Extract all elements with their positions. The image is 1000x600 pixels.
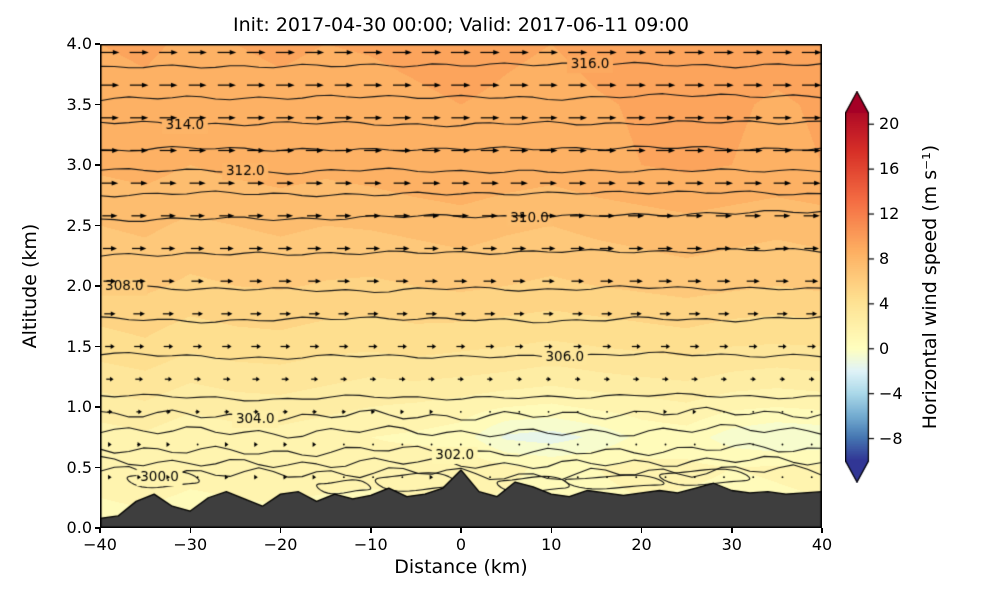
y-tick-label: 1.0 <box>66 397 92 416</box>
y-tick-label: 1.5 <box>66 336 92 356</box>
x-tick-label: 0 <box>455 535 467 554</box>
x-tick-mark <box>189 528 191 533</box>
y-tick-mark <box>95 224 100 227</box>
y-axis-label: Altitude (km) <box>19 223 41 349</box>
y-tick-label: 4.0 <box>66 34 92 53</box>
y-tick-mark <box>95 527 100 529</box>
x-tick-mark <box>370 528 372 533</box>
y-tick-mark <box>95 103 100 106</box>
x-axis-label: Distance (km) <box>394 556 528 578</box>
y-tick-label: 2.5 <box>66 215 92 235</box>
chart-title: Init: 2017-04-30 00:00; Valid: 2017-06-1… <box>233 14 689 36</box>
x-tick-mark <box>731 528 733 533</box>
y-tick-mark <box>95 285 100 287</box>
y-tick-mark <box>95 466 100 469</box>
colorbar-tick-label: 16 <box>879 159 900 179</box>
x-tick-label: −20 <box>263 535 298 554</box>
x-tick-mark <box>279 528 282 533</box>
y-tick-mark <box>95 43 100 45</box>
x-tick-mark <box>821 528 823 533</box>
x-tick-label: 10 <box>541 535 562 554</box>
y-tick-mark <box>95 164 100 166</box>
x-tick-mark <box>99 528 101 533</box>
colorbar-canvas <box>845 91 875 483</box>
x-tick-mark <box>640 528 643 533</box>
colorbar-tick-label: 8 <box>879 248 890 268</box>
colorbar-tick-label: 12 <box>879 204 900 224</box>
y-tick-label: 3.5 <box>66 94 92 114</box>
x-tick-mark <box>550 528 552 533</box>
y-tick-label: 2.0 <box>66 276 92 295</box>
x-tick-label: 40 <box>811 535 833 554</box>
colorbar-tick-label: −4 <box>879 383 903 403</box>
x-tick-label: −40 <box>83 535 117 554</box>
colorbar-tick-label: 4 <box>879 293 890 313</box>
colorbar-label: Horizontal wind speed (m s⁻¹) <box>919 144 941 430</box>
y-tick-mark <box>95 345 100 348</box>
cross-section-plot-canvas <box>100 44 822 528</box>
y-tick-label: 3.0 <box>66 155 92 174</box>
colorbar-tick-label: −8 <box>879 428 903 448</box>
colorbar-tick-label: 0 <box>879 338 890 358</box>
x-tick-mark <box>460 528 462 533</box>
y-tick-label: 0.0 <box>66 518 92 537</box>
colorbar-tick-label: 20 <box>879 114 900 134</box>
y-tick-label: 0.5 <box>66 457 92 477</box>
x-tick-label: 30 <box>721 535 742 554</box>
x-tick-label: 20 <box>631 535 652 554</box>
x-tick-label: −30 <box>173 535 208 554</box>
y-tick-mark <box>95 406 100 408</box>
x-tick-label: −10 <box>353 535 388 554</box>
